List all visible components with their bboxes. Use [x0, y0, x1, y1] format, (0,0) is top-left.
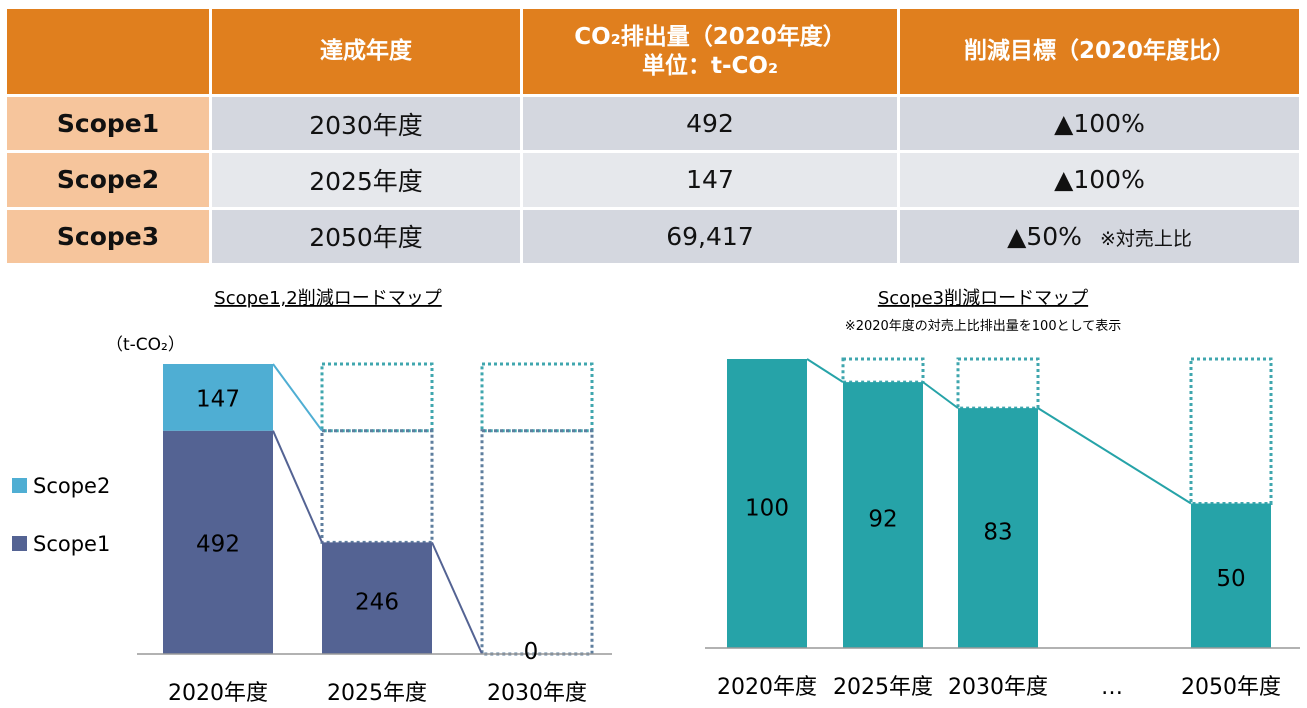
header-emission: CO₂排出量（2020年度） 単位：t-CO₂	[523, 9, 897, 94]
reduction-outline-scope2	[320, 362, 434, 433]
x-tick-label: 2030年度	[948, 675, 1048, 700]
connector-scope2	[272, 363, 323, 432]
x-tick-label: 2020年度	[168, 681, 268, 706]
x-tick-label: 2025年度	[833, 675, 933, 700]
bar-scope3	[843, 382, 923, 648]
bar-value-label: 100	[745, 495, 789, 521]
bar-scope3	[958, 408, 1038, 648]
scope-cell: Scope2	[7, 153, 209, 207]
bar-scope3	[1191, 503, 1271, 648]
scope-cell: Scope3	[7, 209, 209, 263]
year-cell: 2025年度	[212, 153, 520, 207]
connector-line	[806, 358, 844, 383]
bar-value-label: 92	[868, 507, 897, 533]
chart-title: Scope3削減ロードマップ	[878, 288, 1088, 309]
legend-label: Scope2	[33, 474, 110, 498]
connector-line	[1037, 407, 1192, 505]
table-row: Scope2 2025年度 147 ▲100%	[7, 153, 1299, 207]
table-header-row: 達成年度 CO₂排出量（2020年度） 単位：t-CO₂ 削減目標（2020年度比…	[7, 9, 1299, 94]
x-tick-label: …	[1101, 675, 1123, 700]
header-reduction-target: 削減目標（2020年度比）	[900, 9, 1299, 94]
bar-scope1	[322, 542, 432, 654]
scope-cell: Scope1	[7, 97, 209, 151]
bar-value-label: 83	[983, 519, 1012, 545]
reduction-outline-scope2	[480, 362, 594, 433]
reduction-outline	[841, 357, 925, 384]
target-cell: ▲100%	[900, 97, 1299, 151]
legend-swatch	[12, 536, 27, 551]
table-row: Scope1 2030年度 492 ▲100%	[7, 97, 1299, 151]
table-row: Scope3 2050年度 69,417 ▲50% ※対売上比	[7, 209, 1299, 263]
bar-value-label: 492	[196, 531, 240, 557]
bar-value-label: 246	[355, 589, 399, 615]
bar-scope2	[163, 364, 273, 431]
scope3-roadmap-chart: Scope3削減ロードマップ ※2020年度の対売上比排出量を100として表示 10…	[705, 288, 1300, 700]
scope12-roadmap-chart: Scope1,2削減ロードマップ （t-CO₂） 147 492 246 0 2020年度 2…	[12, 288, 612, 706]
year-cell: 2030年度	[212, 97, 520, 151]
target-cell: ▲50% ※対売上比	[900, 209, 1299, 263]
year-cell: 2050年度	[212, 209, 520, 263]
targets-table: 達成年度 CO₂排出量（2020年度） 単位：t-CO₂ 削減目標（2020年度比…	[4, 6, 1302, 266]
bar-value-label: 147	[196, 386, 240, 412]
legend-label: Scope1	[33, 532, 110, 556]
connector-scope1	[272, 430, 323, 543]
connector-scope1	[431, 541, 483, 655]
reduction-outline-scope1	[480, 429, 594, 656]
emission-cell: 69,417	[523, 209, 897, 263]
bar-scope1	[163, 430, 273, 654]
x-tick-label: 2050年度	[1181, 675, 1281, 700]
header-target-year: 達成年度	[212, 9, 520, 94]
x-tick-label: 2030年度	[487, 681, 587, 706]
target-note: ※対売上比	[1099, 227, 1192, 250]
connector-line	[922, 381, 959, 409]
bar-value-label: 0	[524, 639, 539, 665]
legend-swatch	[12, 478, 27, 493]
header-corner	[7, 9, 209, 94]
emission-cell: 147	[523, 153, 897, 207]
bar-value-label: 50	[1216, 566, 1245, 592]
x-tick-label: 2020年度	[717, 675, 817, 700]
chart-title: Scope1,2削減ロードマップ	[214, 288, 441, 309]
unit-label: （t-CO₂）	[106, 335, 185, 355]
bar-scope3	[727, 359, 807, 648]
reduction-outline	[1189, 357, 1273, 505]
emission-cell: 492	[523, 97, 897, 151]
target-cell: ▲100%	[900, 153, 1299, 207]
x-tick-label: 2025年度	[327, 681, 427, 706]
chart-subtitle: ※2020年度の対売上比排出量を100として表示	[845, 318, 1121, 334]
reduction-outline-scope1	[320, 429, 434, 544]
reduction-outline	[956, 357, 1040, 410]
